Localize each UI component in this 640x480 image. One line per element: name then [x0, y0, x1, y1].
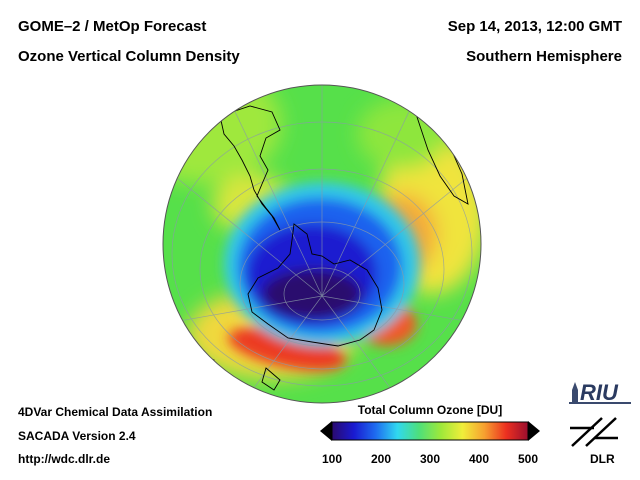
region-title: Southern Hemisphere	[466, 48, 622, 65]
ozone-globe-map	[162, 84, 482, 404]
colorbar-low-arrow	[320, 421, 332, 441]
colorbar-gradient	[331, 421, 529, 441]
colorbar-title: Total Column Ozone [DU]	[357, 403, 503, 417]
graticule	[163, 85, 481, 403]
colorbar-tick-label: 300	[419, 452, 441, 466]
ozone-colorbar	[320, 421, 540, 441]
riu-logo-text: RIU	[580, 380, 619, 405]
globe-outline	[162, 84, 482, 404]
riu-logo-tower-icon	[572, 382, 578, 402]
dlr-logo-text: DLR	[590, 452, 615, 466]
colorbar-high-arrow	[528, 421, 540, 441]
dlr-logo	[570, 417, 618, 447]
south-america-coast	[219, 105, 281, 231]
version-label: SACADA Version 2.4	[18, 429, 136, 443]
riu-logo: RIU	[569, 380, 631, 405]
colorbar-tick-label: 500	[517, 452, 539, 466]
ozone-high-band-south	[228, 327, 346, 371]
product-title: Ozone Vertical Column Density	[18, 48, 240, 65]
instrument-title: GOME–2 / MetOp Forecast	[18, 18, 207, 35]
method-label: 4DVar Chemical Data Assimilation	[18, 405, 213, 419]
colorbar-tick-label: 400	[468, 452, 490, 466]
colorbar-tick-label: 200	[370, 452, 392, 466]
new-zealand-coast	[261, 367, 281, 391]
url-link[interactable]: http://wdc.dlr.de	[18, 452, 110, 466]
ozone-hole-core	[262, 269, 362, 319]
ozone-field-green-northeast	[357, 99, 447, 169]
antarctica-coast	[247, 223, 383, 347]
colorbar-tick-label: 100	[321, 452, 343, 466]
datetime-title: Sep 14, 2013, 12:00 GMT	[447, 18, 622, 35]
